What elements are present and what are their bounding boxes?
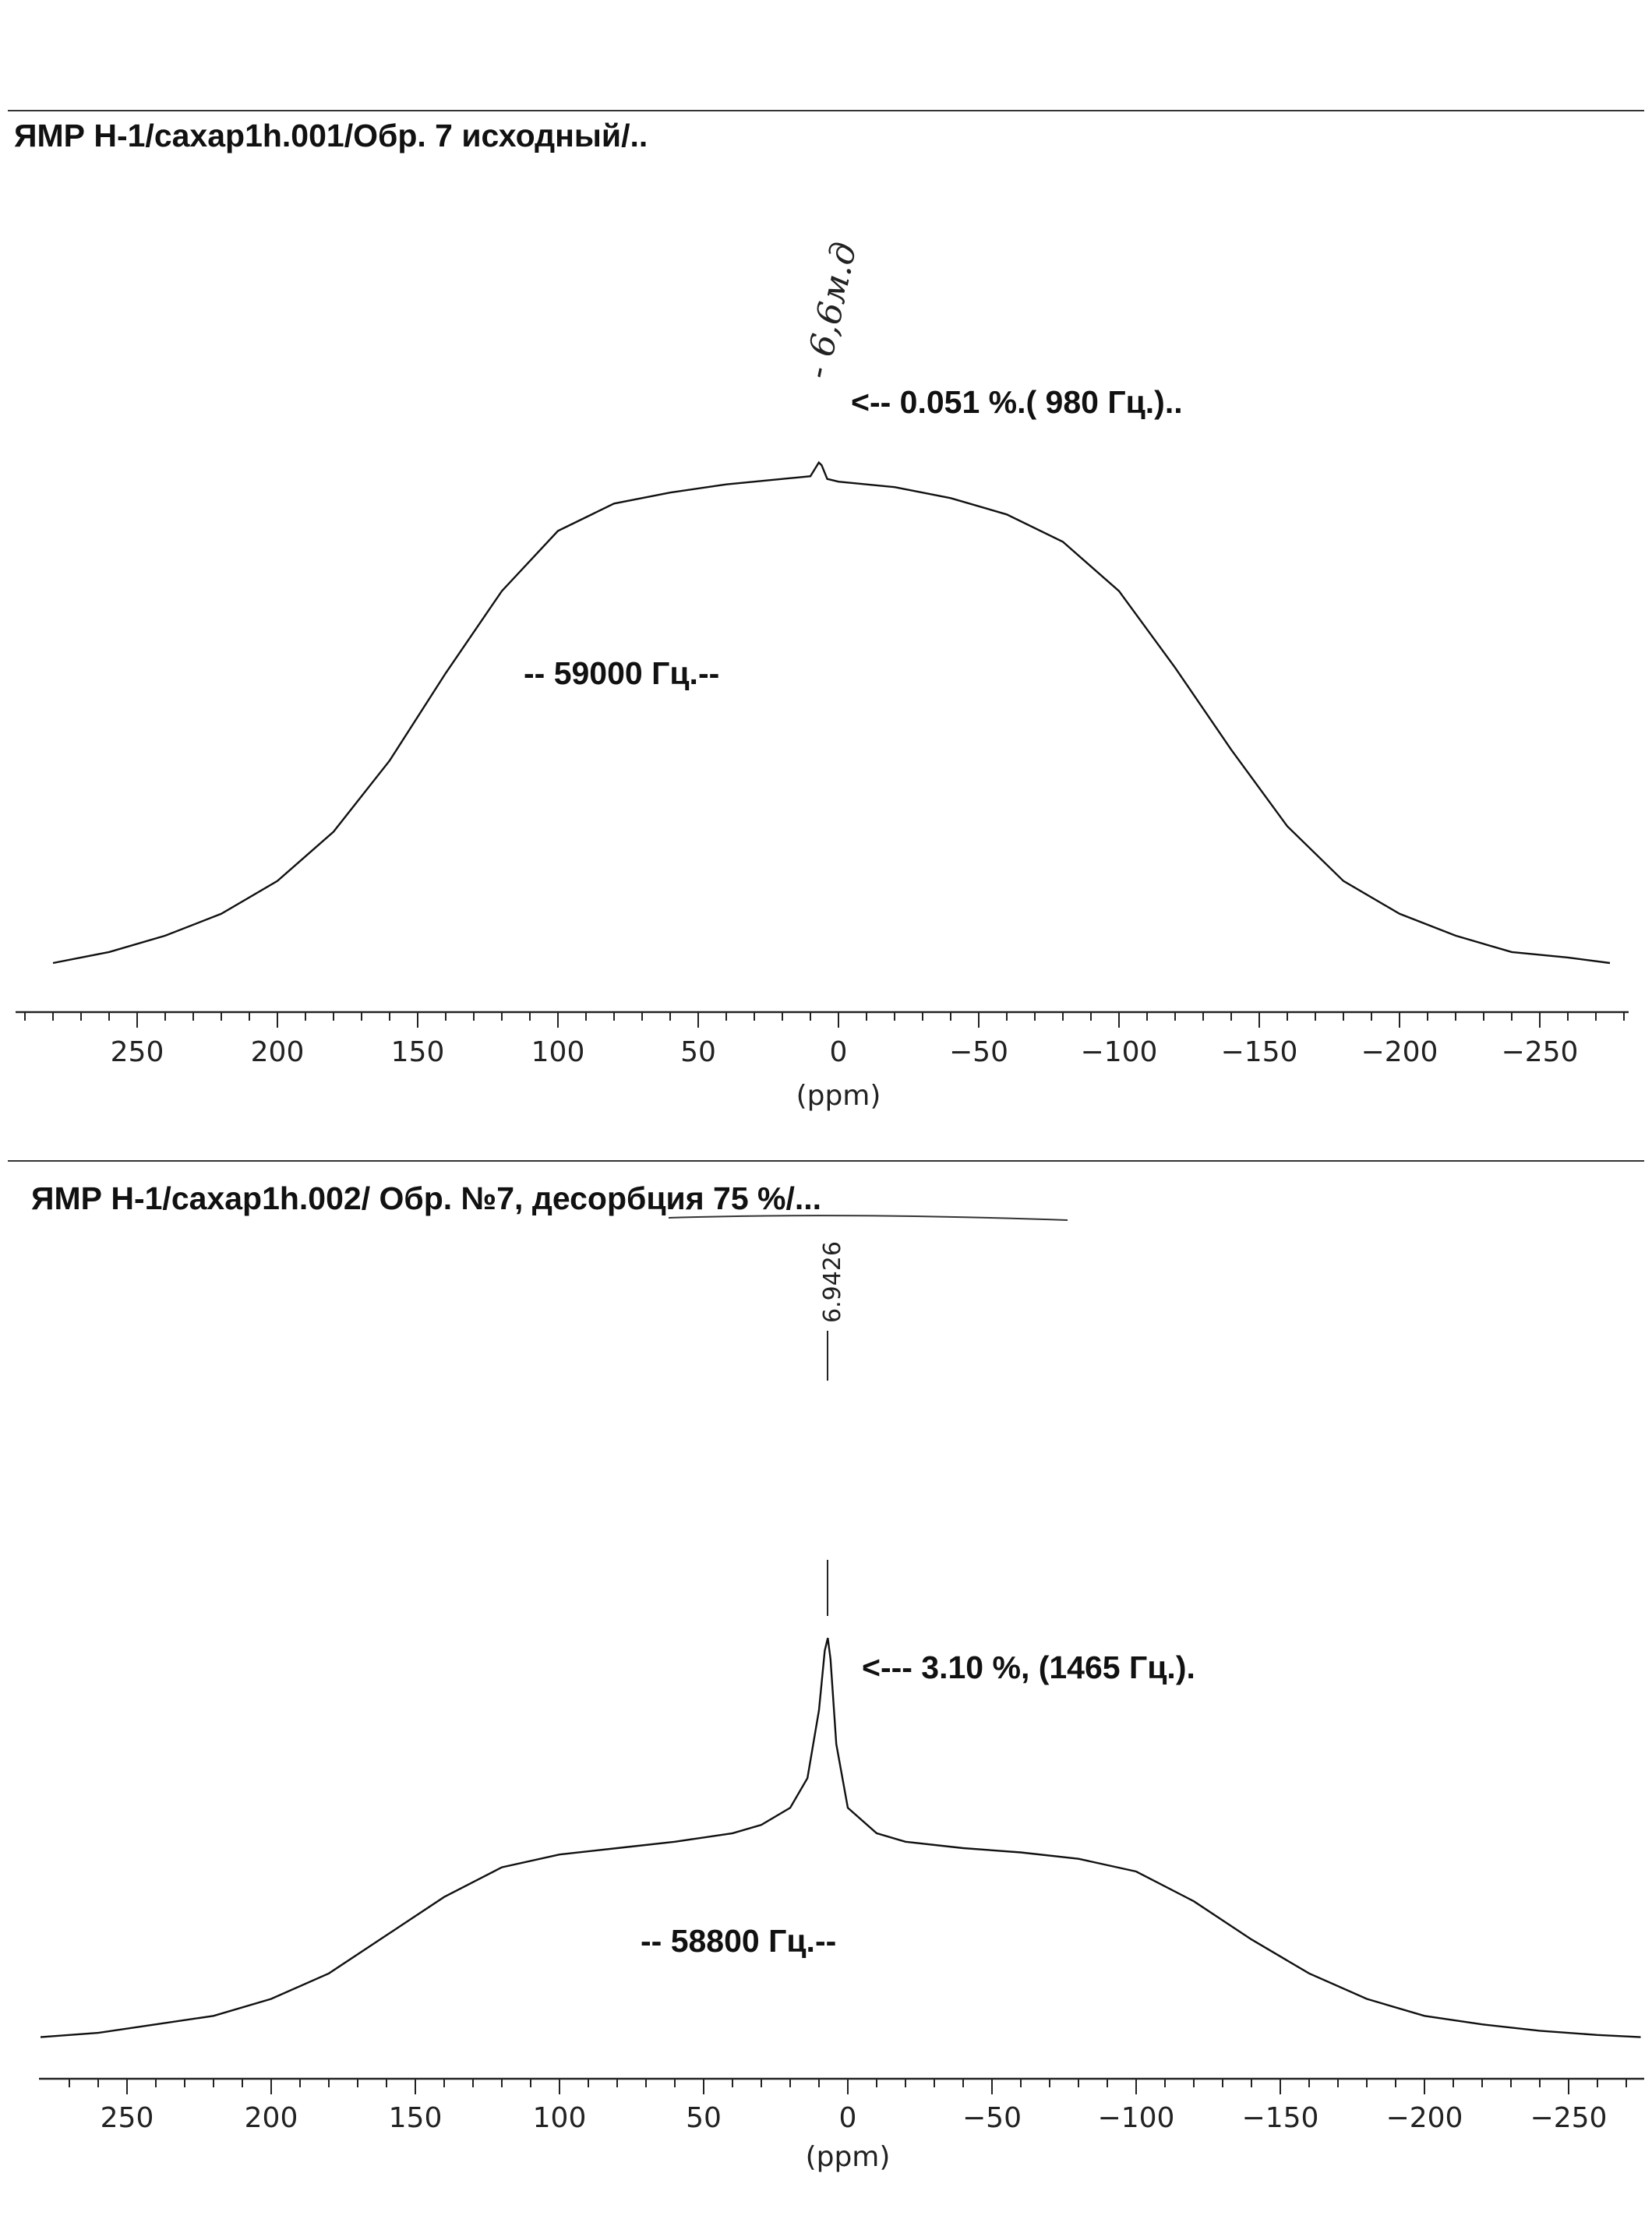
x-tick-label: −100 — [1081, 1036, 1158, 1068]
x-tick-label: 200 — [251, 1036, 305, 1068]
peak-percent-note-2: <--- 3.10 %, (1465 Гц.). — [862, 1649, 1195, 1685]
spectrum-2-title: ЯМР H-1/caxap1h.002/ Обр. №7, десорбция … — [31, 1180, 821, 1216]
spectrum-panel-2: ЯМР H-1/caxap1h.002/ Обр. №7, десорбция … — [8, 1160, 1644, 2173]
spectrum-1-line — [52, 460, 1611, 965]
x-tick-label: 250 — [101, 2102, 154, 2134]
x-tick-label: −250 — [1530, 2102, 1608, 2134]
spectrum-panel-1: ЯМР H-1/caxap1h.001/Обр. 7 исходный/.. -… — [8, 110, 1644, 1112]
x-tick-label: −250 — [1502, 1036, 1579, 1068]
peak-percent-note-1: <-- 0.051 %.( 980 Гц.).. — [851, 384, 1183, 420]
spectrum-1-title: ЯМР H-1/caxap1h.001/Обр. 7 исходный/.. — [14, 118, 648, 153]
x-tick-label: −50 — [962, 2102, 1022, 2134]
x-tick-label: −150 — [1242, 2102, 1319, 2134]
x-axis-label-2: (ppm) — [806, 2141, 891, 2173]
x-tick-label: −50 — [949, 1036, 1008, 1068]
x-tick-label: 100 — [533, 2102, 587, 2134]
x-tick-label: 50 — [680, 1036, 716, 1068]
x-tick-label: 150 — [391, 1036, 445, 1068]
x-axis-label-1: (ppm) — [796, 1080, 881, 1112]
linewidth-note-1: -- 59000 Гц.-- — [524, 655, 719, 691]
x-tick-label: 0 — [830, 1036, 848, 1068]
x-tick-label: 150 — [389, 2102, 443, 2134]
x-tick-label: 50 — [686, 2102, 722, 2134]
x-tick-label: 200 — [245, 2102, 298, 2134]
handwritten-peak-note: - 6,6м.д — [797, 238, 865, 382]
x-tick-label: −100 — [1098, 2102, 1175, 2134]
x-tick-label: −200 — [1386, 2102, 1463, 2134]
x-axis-ticks-1: 250 200 150 100 50 0 −50 −100 −150 −200 −250 — [24, 1012, 1625, 1068]
x-tick-label: 0 — [839, 2102, 857, 2134]
x-tick-label: 100 — [531, 1036, 585, 1068]
x-axis-ticks-2: 250 200 150 100 50 0 −50 −100 −150 −200 −250 — [69, 2079, 1627, 2134]
peak-position-label: 6.9426 — [819, 1241, 846, 1323]
linewidth-note-2: -- 58800 Гц.-- — [641, 1923, 836, 1959]
spectrum-2-line — [40, 1638, 1641, 2038]
x-tick-label: −150 — [1221, 1036, 1298, 1068]
x-tick-label: −200 — [1361, 1036, 1438, 1068]
x-tick-label: 250 — [111, 1036, 164, 1068]
handwritten-underline — [668, 1215, 1068, 1221]
